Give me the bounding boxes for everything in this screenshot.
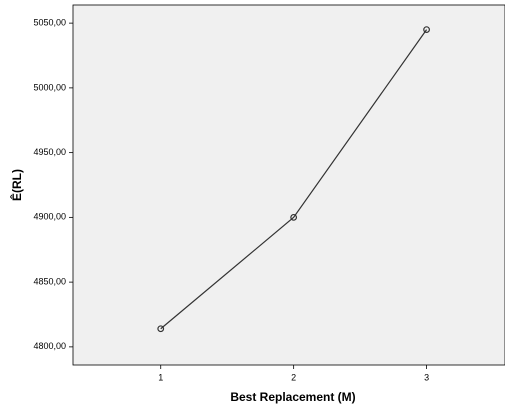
- x-tick-label: 1: [158, 372, 163, 382]
- y-tick-label: 4800,00: [33, 341, 66, 351]
- y-tick-label: 4850,00: [33, 276, 66, 286]
- x-tick-label: 2: [291, 372, 296, 382]
- line: [160, 29, 428, 330]
- y-axis-title: Ê(RL): [9, 169, 24, 201]
- y-tick-label: 5050,00: [33, 18, 66, 28]
- y-tick-label: 4950,00: [33, 147, 66, 157]
- plot-area: [72, 4, 505, 366]
- y-tick-label: 5000,00: [33, 82, 66, 92]
- marker: [290, 213, 298, 221]
- marker: [157, 325, 165, 333]
- y-tick-label: 4900,00: [33, 212, 66, 222]
- marker: [423, 26, 430, 34]
- x-tick-label: 3: [424, 372, 429, 382]
- x-axis-title: Best Replacement (M): [230, 390, 355, 404]
